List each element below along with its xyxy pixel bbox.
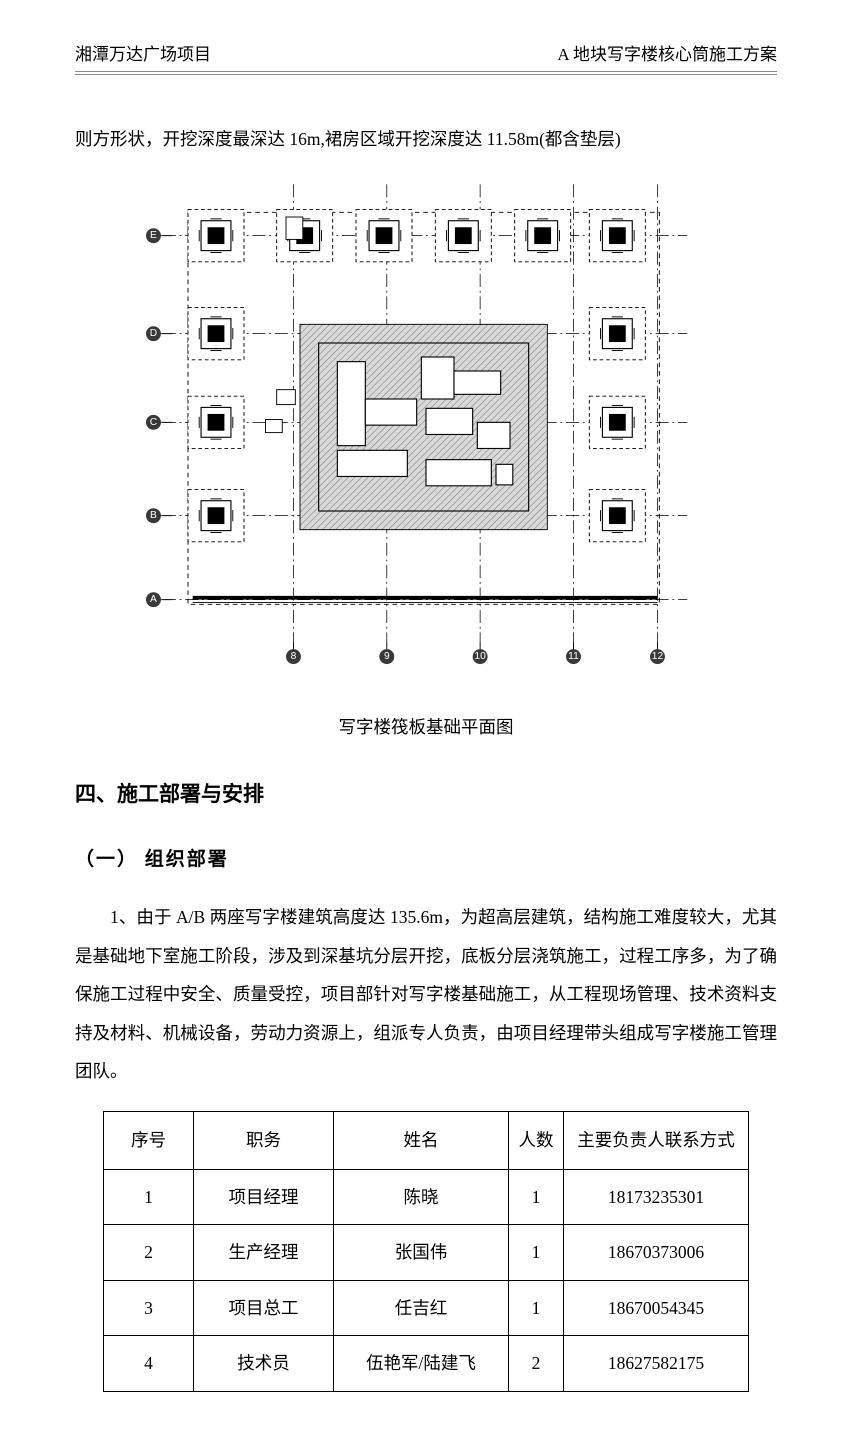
table-row: 2生产经理张国伟118670373006: [104, 1225, 749, 1281]
svg-text:C: C: [150, 416, 158, 427]
table-cell: 1: [104, 1169, 194, 1225]
diagram-caption: 写字楼筏板基础平面图: [75, 708, 777, 747]
svg-text:12: 12: [652, 651, 664, 662]
table-cell: 1: [509, 1169, 564, 1225]
svg-text:B: B: [150, 510, 157, 521]
intro-text: 则方形状，开挖深度最深达 16m,裙房区域开挖深度达 11.58m(都含垫层): [75, 120, 777, 159]
table-header: 人数: [509, 1111, 564, 1169]
table-cell: 18627582175: [564, 1336, 749, 1392]
table-cell: 4: [104, 1336, 194, 1392]
table-row: 3项目总工任吉红118670054345: [104, 1280, 749, 1336]
table-cell: 任吉红: [334, 1280, 509, 1336]
svg-text:10: 10: [474, 651, 486, 662]
svg-text:8: 8: [291, 651, 297, 662]
table-cell: 2: [104, 1225, 194, 1281]
table-cell: 技术员: [194, 1336, 334, 1392]
svg-text:A: A: [150, 594, 157, 605]
table-cell: 陈晓: [334, 1169, 509, 1225]
table-cell: 18670054345: [564, 1280, 749, 1336]
table-cell: 伍艳军/陆建飞: [334, 1336, 509, 1392]
table-header: 主要负责人联系方式: [564, 1111, 749, 1169]
table-cell: 生产经理: [194, 1225, 334, 1281]
table-header: 序号: [104, 1111, 194, 1169]
header-left: 湘潭万达广场项目: [75, 40, 211, 65]
table-cell: 18173235301: [564, 1169, 749, 1225]
table-header: 姓名: [334, 1111, 509, 1169]
table-cell: 3: [104, 1280, 194, 1336]
table-header: 职务: [194, 1111, 334, 1169]
page-header: 湘潭万达广场项目 A 地块写字楼核心筒施工方案: [75, 40, 777, 75]
table-cell: 18670373006: [564, 1225, 749, 1281]
team-table: 序号职务姓名人数主要负责人联系方式 1项目经理陈晓1181732353012生产…: [103, 1111, 749, 1392]
svg-text:D: D: [150, 328, 157, 339]
svg-text:E: E: [150, 230, 157, 241]
foundation-plan-diagram: E D C B A 8 9 10 11 12: [146, 167, 706, 701]
svg-text:9: 9: [384, 651, 390, 662]
table-cell: 1: [509, 1280, 564, 1336]
table-cell: 项目总工: [194, 1280, 334, 1336]
header-right: A 地块写字楼核心筒施工方案: [557, 40, 777, 65]
table-cell: 1: [509, 1225, 564, 1281]
table-row: 1项目经理陈晓118173235301: [104, 1169, 749, 1225]
table-cell: 2: [509, 1336, 564, 1392]
section-4-heading: 四、施工部署与安排: [75, 771, 777, 817]
svg-text:11: 11: [568, 651, 579, 662]
table-cell: 张国伟: [334, 1225, 509, 1281]
section-4-1-heading: （一） 组织部署: [75, 839, 777, 881]
table-cell: 项目经理: [194, 1169, 334, 1225]
paragraph-1: 1、由于 A/B 两座写字楼建筑高度达 135.6m，为超高层建筑，结构施工难度…: [75, 898, 777, 1091]
table-row: 4技术员伍艳军/陆建飞218627582175: [104, 1336, 749, 1392]
